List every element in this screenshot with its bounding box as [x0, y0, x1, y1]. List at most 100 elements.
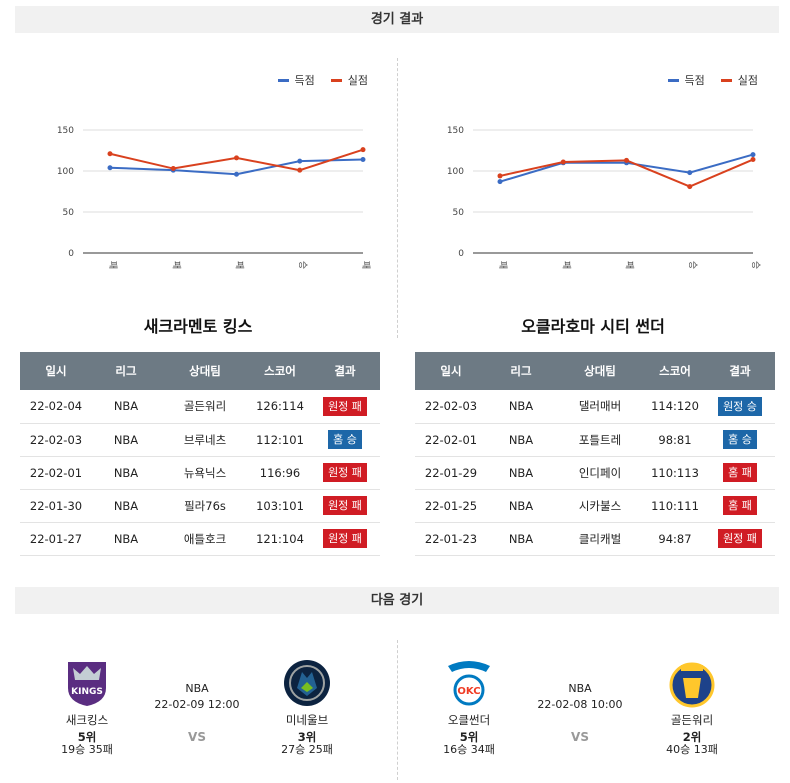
result-badge: 원정 패: [323, 463, 367, 482]
y-tick-label: 50: [453, 208, 465, 218]
legend-allowed-swatch: [330, 78, 342, 82]
next-section-title: 다음 경기: [15, 587, 779, 614]
data-point: [107, 165, 113, 171]
left-line-chart: 0 50 100 150 패 패 패 승 패: [57, 126, 371, 269]
data-point: [624, 157, 629, 163]
row-league: NBA: [92, 423, 160, 457]
table-row: 22-01-25 NBA 시카불스 110:111 홈 패: [415, 489, 775, 523]
row-score: 116:96: [250, 456, 310, 490]
row-opponent: 골든워리: [160, 390, 250, 424]
y-tick-label: 0: [68, 249, 74, 259]
y-tick-label: 0: [458, 249, 464, 259]
result-badge: 원정 패: [323, 396, 367, 416]
next-away-record: 27승 25패: [281, 743, 333, 756]
result-badge: 원정 패: [323, 496, 367, 515]
row-result: 원정 패: [310, 456, 380, 490]
row-league: NBA: [487, 456, 555, 490]
header-date: 일시: [20, 352, 92, 390]
x-tick-label: 패: [560, 261, 571, 269]
row-date: 22-01-29: [415, 456, 487, 490]
right-results-table: 일시 리그 상대팀 스코어 결과 22-02-03 NBA 댈러매버 114:120 원…: [415, 352, 775, 556]
header-score: 스코어: [645, 352, 705, 390]
result-badge: 홈 승: [723, 430, 757, 449]
x-tick-label: 패: [107, 261, 118, 269]
row-result: 원정 패: [310, 390, 380, 424]
table-row: 22-02-01 NBA 포틀트레 98:81 홈 승: [415, 423, 775, 457]
next-divider: [397, 640, 398, 780]
table-row: 22-01-23 NBA 클리캐벌 94:87 원정 패: [415, 522, 775, 556]
data-point: [107, 151, 113, 157]
legend-allowed-swatch: [720, 78, 732, 82]
x-tick-label: 패: [170, 261, 181, 269]
next-game-2: OKC 오클썬더 5위 16승 34패 NBA 22-02-08 10:00 V…: [400, 640, 780, 780]
row-date: 22-01-25: [415, 489, 487, 523]
result-badge: 원정 패: [323, 529, 367, 548]
kings-logo-text: KINGS: [71, 687, 103, 697]
left-chart-legend: 득점 실점: [277, 72, 368, 88]
x-tick-label: 승: [750, 261, 761, 269]
results-divider: [397, 58, 398, 338]
row-result: 원정 패: [705, 522, 775, 556]
x-tick-label: 승: [297, 261, 308, 269]
legend-scored-swatch: [277, 78, 289, 82]
row-score: 94:87: [645, 522, 705, 556]
table-row: 22-01-30 NBA 필라76s 103:101 원정 패: [20, 489, 380, 523]
right-team-title: 오클라호마 시티 썬더: [521, 317, 665, 336]
row-score: 110:113: [645, 456, 705, 490]
data-point: [360, 157, 366, 163]
data-point: [297, 167, 303, 173]
legend-allowed: 실점: [720, 72, 758, 88]
table-row: 22-02-03 NBA 댈러매버 114:120 원정 승: [415, 390, 775, 424]
data-point: [750, 152, 756, 158]
legend-allowed: 실점: [330, 72, 368, 88]
x-tick-label: 패: [624, 261, 635, 269]
next-datetime: 22-02-09 12:00: [154, 698, 240, 711]
y-tick-label: 150: [57, 126, 74, 136]
data-point: [234, 155, 239, 161]
row-score: 103:101: [250, 489, 310, 523]
header-opponent: 상대팀: [160, 352, 250, 390]
row-league: NBA: [487, 423, 555, 457]
thunder-logo-text: OKC: [457, 686, 480, 697]
y-tick-label: 100: [447, 167, 464, 177]
row-opponent: 시카불스: [555, 489, 645, 523]
next-league: NBA: [568, 682, 592, 695]
row-opponent: 인디페이: [555, 456, 645, 490]
next-home-rank: 5위: [459, 730, 479, 744]
row-league: NBA: [92, 522, 160, 556]
next-home-rank: 5위: [77, 730, 97, 744]
result-badge: 원정 승: [718, 396, 762, 416]
row-league: NBA: [92, 489, 160, 523]
row-result: 원정 패: [310, 489, 380, 523]
data-point: [687, 184, 693, 190]
header-result: 결과: [705, 352, 775, 390]
next-away-rank: 3위: [297, 730, 317, 744]
next-datetime: 22-02-08 10:00: [537, 698, 623, 711]
left-team-title: 새크라멘토 킹스: [143, 317, 253, 336]
x-tick-label: 패: [497, 261, 508, 269]
legend-scored-label: 득점: [294, 74, 315, 87]
row-result: 원정 승: [705, 390, 775, 424]
result-badge: 홈 패: [723, 463, 757, 482]
legend-allowed-label: 실점: [347, 74, 368, 87]
result-badge: 원정 패: [718, 529, 762, 548]
table-row: 22-02-01 NBA 뉴욕닉스 116:96 원정 패: [20, 456, 380, 490]
row-date: 22-01-27: [20, 522, 92, 556]
data-point: [234, 171, 239, 177]
row-date: 22-02-01: [20, 456, 92, 490]
header-opponent: 상대팀: [555, 352, 645, 390]
next-away-name: 골든워리: [670, 713, 714, 727]
data-point: [360, 147, 366, 153]
row-score: 126:114: [250, 390, 310, 424]
x-tick-label: 패: [234, 261, 245, 269]
row-score: 121:104: [250, 522, 310, 556]
row-league: NBA: [487, 390, 555, 424]
legend-scored: 득점: [667, 72, 705, 88]
result-badge: 홈 승: [328, 430, 362, 449]
row-result: 홈 패: [705, 489, 775, 523]
left-chart: 득점 실점 0 50 100 150 패 패 패 승 패: [18, 55, 388, 280]
right-line-chart: 0 50 100 150 패 패 패 승 승: [447, 126, 761, 269]
header-result: 결과: [310, 352, 380, 390]
data-point: [497, 179, 503, 185]
row-date: 22-01-30: [20, 489, 92, 523]
